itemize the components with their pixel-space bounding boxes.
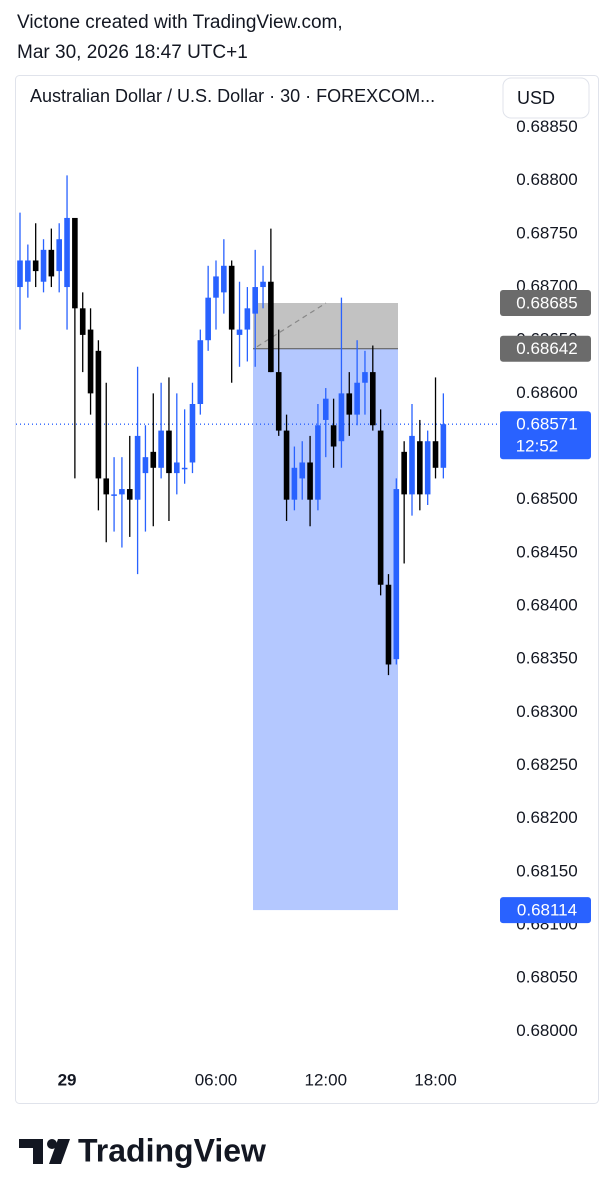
logo-shape	[49, 1139, 70, 1164]
candle-body	[166, 430, 172, 474]
y-tick-label: 0.68350	[516, 649, 577, 668]
stop-label: 0.68685	[516, 293, 577, 312]
entry-label-box	[500, 335, 591, 362]
candle-body	[95, 350, 102, 479]
candle-body	[338, 393, 345, 442]
x-tick-label: 29	[58, 1070, 77, 1089]
y-tick-label: 0.68850	[516, 117, 577, 136]
chart-title: Australian Dollar / U.S. Dollar · 30 · F…	[30, 86, 435, 106]
candle-body	[268, 281, 274, 373]
candle-body	[119, 489, 125, 495]
candle-body	[307, 462, 313, 500]
stop-label-box	[500, 289, 591, 316]
y-tick-label: 0.68150	[516, 861, 577, 880]
candle-body	[87, 329, 94, 394]
x-tick-label: 18:00	[414, 1070, 457, 1089]
currency-button[interactable]	[502, 77, 590, 119]
candle-body	[150, 451, 157, 468]
candle-body	[346, 393, 353, 415]
plot-area	[16, 175, 500, 911]
candle-body	[79, 308, 86, 335]
y-tick-label: 0.68000	[516, 1021, 577, 1040]
candle-body	[299, 462, 306, 479]
candle-body	[205, 297, 211, 341]
logo-shape	[47, 1139, 57, 1149]
last-price-label: 0.68571	[516, 415, 577, 434]
countdown-label: 12:52	[516, 437, 559, 456]
logo	[19, 1139, 70, 1164]
candle-body	[181, 467, 188, 470]
candle-body	[142, 457, 149, 474]
x-tick-label: 12:00	[304, 1070, 347, 1089]
candle-body	[322, 398, 329, 420]
candle-body	[370, 372, 376, 426]
y-tick-label: 0.68050	[516, 968, 577, 987]
candle-body	[315, 425, 321, 500]
candle-body	[377, 430, 384, 585]
candle-body	[221, 265, 227, 293]
candle-body	[244, 308, 251, 330]
currency-label[interactable]: USD	[517, 88, 555, 108]
header-line: Mar 30, 2026 18:47 UTC+1	[17, 42, 248, 63]
candle-body	[432, 441, 439, 468]
candle-body	[417, 441, 423, 495]
y-tick-label: 0.68500	[516, 489, 577, 508]
stop-zone	[253, 302, 398, 349]
y-tick-label: 0.68800	[516, 170, 577, 189]
y-tick-label: 0.68250	[516, 755, 577, 774]
candle-body	[393, 489, 400, 660]
candle-body	[134, 435, 141, 500]
candle-body	[111, 494, 117, 496]
candle-body	[17, 260, 23, 288]
candle-body	[197, 340, 204, 405]
y-tick-label: 0.68300	[516, 702, 577, 721]
candle-body	[401, 451, 407, 495]
candle-body	[252, 287, 258, 314]
y-tick-label: 0.68400	[516, 595, 577, 614]
candle-body	[283, 430, 290, 500]
candle-body	[291, 467, 298, 500]
target-label-box	[500, 897, 591, 924]
candle-body	[56, 239, 62, 272]
candle-body	[158, 430, 164, 468]
candle-body	[236, 329, 243, 335]
entry-label: 0.68642	[516, 339, 577, 358]
candle-body	[213, 276, 219, 298]
logo-shape	[33, 1139, 43, 1164]
target-label: 0.68114	[517, 901, 577, 920]
candle-body	[362, 372, 368, 383]
candle-body	[72, 217, 78, 309]
candle-body	[228, 265, 235, 330]
chart-frame	[15, 75, 599, 1104]
candle-body	[189, 404, 196, 463]
candle-body	[330, 425, 337, 447]
candle-body	[385, 584, 392, 665]
candle-body	[103, 478, 110, 495]
candle-body	[354, 382, 360, 415]
last-price-box	[500, 411, 591, 460]
y-tick-label: 0.68750	[516, 223, 577, 242]
y-tick-label: 0.68200	[516, 808, 577, 827]
y-tick-label: 0.68450	[516, 542, 577, 561]
candle-body	[260, 281, 266, 288]
candle-body	[409, 435, 415, 495]
candle-body	[424, 441, 431, 495]
candle-body	[64, 217, 70, 288]
brand: TradingView	[78, 1132, 266, 1168]
candle-body	[126, 489, 133, 500]
logo-shape	[19, 1139, 43, 1148]
candle-body	[25, 260, 31, 282]
candle-body	[32, 260, 39, 272]
candle-body	[40, 249, 47, 282]
header-line: Victone created with TradingView.com,	[17, 12, 343, 33]
price-axis: 0.680000.680500.681000.681500.682000.682…	[500, 117, 591, 1040]
x-tick-label: 06:00	[195, 1070, 238, 1089]
candle-body	[174, 462, 180, 474]
candle-body	[48, 249, 55, 277]
y-tick-label: 0.68600	[516, 383, 577, 402]
candle-body	[440, 424, 447, 468]
candle-body	[275, 372, 282, 431]
